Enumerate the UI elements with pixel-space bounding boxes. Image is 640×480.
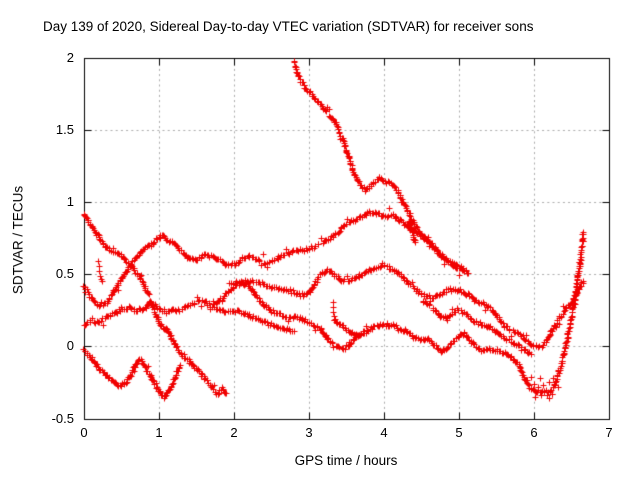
chart-title: Day 139 of 2020, Sidereal Day-to-day VTE… bbox=[43, 19, 534, 34]
x-tick-label: 3 bbox=[305, 425, 313, 440]
y-tick-label: 2 bbox=[66, 50, 74, 65]
y-tick-label: -0.5 bbox=[51, 411, 74, 426]
x-tick-label: 1 bbox=[155, 425, 163, 440]
y-tick-label: 1 bbox=[66, 194, 74, 209]
y-tick-label: 1.5 bbox=[55, 122, 74, 137]
x-tick-label: 5 bbox=[455, 425, 463, 440]
y-tick-label: 0 bbox=[66, 338, 74, 353]
x-tick-label: 4 bbox=[380, 425, 388, 440]
x-tick-label: 0 bbox=[80, 425, 88, 440]
x-tick-label: 6 bbox=[530, 425, 538, 440]
y-tick-label: 0.5 bbox=[55, 266, 74, 281]
x-axis-label: GPS time / hours bbox=[294, 453, 398, 468]
x-tick-label: 2 bbox=[230, 425, 238, 440]
x-tick-label: 7 bbox=[605, 425, 613, 440]
